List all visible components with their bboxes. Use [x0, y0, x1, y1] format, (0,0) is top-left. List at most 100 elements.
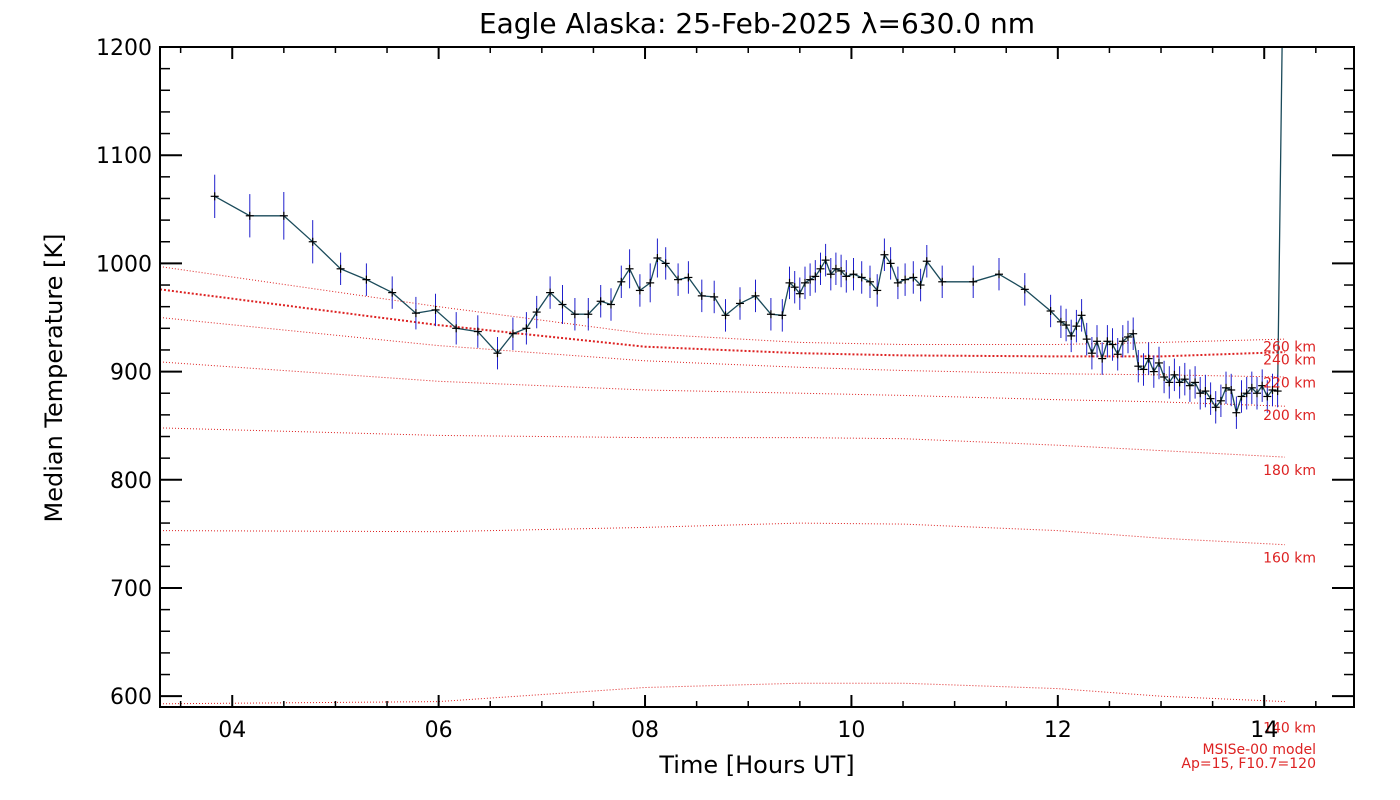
data-point: [1149, 367, 1158, 376]
data-point: [1232, 408, 1241, 417]
data-point: [1077, 311, 1086, 320]
data-point: [1165, 378, 1174, 387]
data-point: [1134, 362, 1143, 371]
data-point: [1108, 340, 1117, 349]
data-point: [922, 257, 931, 266]
model-curve-160-km: [160, 522, 1285, 546]
y-tick-label: 600: [110, 685, 152, 710]
data-point: [279, 211, 288, 220]
y-tick-label: 1000: [96, 252, 152, 277]
data-point: [308, 237, 317, 246]
data-point: [674, 275, 683, 284]
model-curve-260-km: [160, 266, 1285, 345]
model-note-line-2: Ap=15, F10.7=120: [1181, 756, 1316, 772]
data-series: [210, 47, 1283, 429]
data-point: [1046, 307, 1055, 315]
data-point: [532, 308, 541, 317]
axes: 140 km 160 km 180 km 200 km 220 km 240 km260 …: [96, 36, 1354, 743]
data-point: [522, 324, 531, 333]
data-point: [625, 264, 634, 273]
x-tick-label: 10: [837, 718, 865, 743]
data-point: [606, 300, 615, 309]
data-point: [831, 264, 840, 273]
data-point: [1191, 378, 1200, 387]
data-point: [778, 311, 787, 320]
data-point: [1154, 358, 1163, 367]
data-point: [1175, 378, 1184, 387]
data-point: [1098, 354, 1107, 363]
data-point: [1201, 387, 1210, 396]
model-curve-180-km: [160, 427, 1285, 458]
data-point: [388, 288, 397, 297]
data-point: [336, 264, 345, 273]
data-point: [1222, 383, 1231, 392]
data-point: [596, 297, 605, 306]
data-point: [1216, 396, 1225, 405]
model-label-220-km: 220 km: [1263, 375, 1316, 391]
y-tick-label: 1200: [96, 36, 152, 61]
data-point: [1072, 322, 1081, 331]
model-curves: [160, 266, 1285, 705]
data-point: [795, 289, 804, 298]
data-point: [245, 211, 254, 220]
data-point: [1252, 389, 1261, 398]
model-label-240-km: 240 km: [1263, 353, 1316, 369]
data-point: [800, 278, 809, 287]
data-point: [431, 305, 440, 314]
data-point: [1118, 337, 1127, 346]
data-point: [826, 270, 835, 279]
model-label-160-km: 160 km: [1263, 551, 1316, 567]
data-point: [452, 324, 461, 333]
data-point: [916, 281, 925, 290]
data-point: [362, 275, 371, 284]
data-point: [1263, 392, 1272, 401]
data-point: [584, 310, 593, 319]
data-point: [1087, 349, 1096, 358]
data-point: [1237, 392, 1246, 401]
data-point: [546, 288, 555, 297]
data-point: [1093, 337, 1102, 346]
data-point: [508, 329, 517, 338]
y-tick-label: 1100: [96, 144, 152, 169]
data-point: [866, 277, 875, 286]
data-point: [646, 278, 655, 287]
model-label-200-km: 200 km: [1263, 408, 1316, 424]
data-point: [751, 291, 760, 300]
data-point: [411, 309, 420, 318]
model-curve-200-km: [160, 361, 1285, 407]
data-point: [1144, 354, 1153, 363]
data-point: [1082, 335, 1091, 344]
data-point: [994, 270, 1003, 279]
data-point: [1160, 373, 1169, 381]
x-tick-label: 12: [1044, 718, 1072, 743]
x-tick-label: 08: [631, 718, 659, 743]
data-point: [1103, 337, 1112, 346]
data-point: [493, 349, 502, 358]
data-point: [1129, 329, 1138, 338]
data-point: [901, 275, 910, 284]
data-point: [893, 278, 902, 287]
data-point: [880, 250, 889, 259]
data-point: [1206, 394, 1215, 403]
data-point: [909, 273, 918, 282]
data-point: [821, 256, 830, 265]
x-axis-label: Time [Hours UT]: [658, 751, 854, 779]
model-label-140-km: 140 km: [1263, 721, 1316, 737]
model-curve-220-km: [160, 317, 1285, 378]
data-point: [210, 192, 219, 201]
data-point: [721, 311, 730, 320]
data-point: [1123, 332, 1132, 341]
data-point: [1196, 389, 1205, 398]
data-point: [710, 292, 719, 301]
data-point: [1180, 375, 1189, 384]
x-tick-label: 14: [1250, 718, 1278, 743]
data-point: [1062, 321, 1071, 330]
data-point: [1056, 317, 1065, 326]
model-label-180-km: 180 km: [1263, 463, 1316, 479]
model-curve-140-km: [160, 682, 1285, 705]
data-point: [1185, 381, 1194, 390]
data-point: [785, 278, 794, 287]
y-tick-label: 900: [110, 361, 152, 386]
data-point: [790, 283, 799, 292]
